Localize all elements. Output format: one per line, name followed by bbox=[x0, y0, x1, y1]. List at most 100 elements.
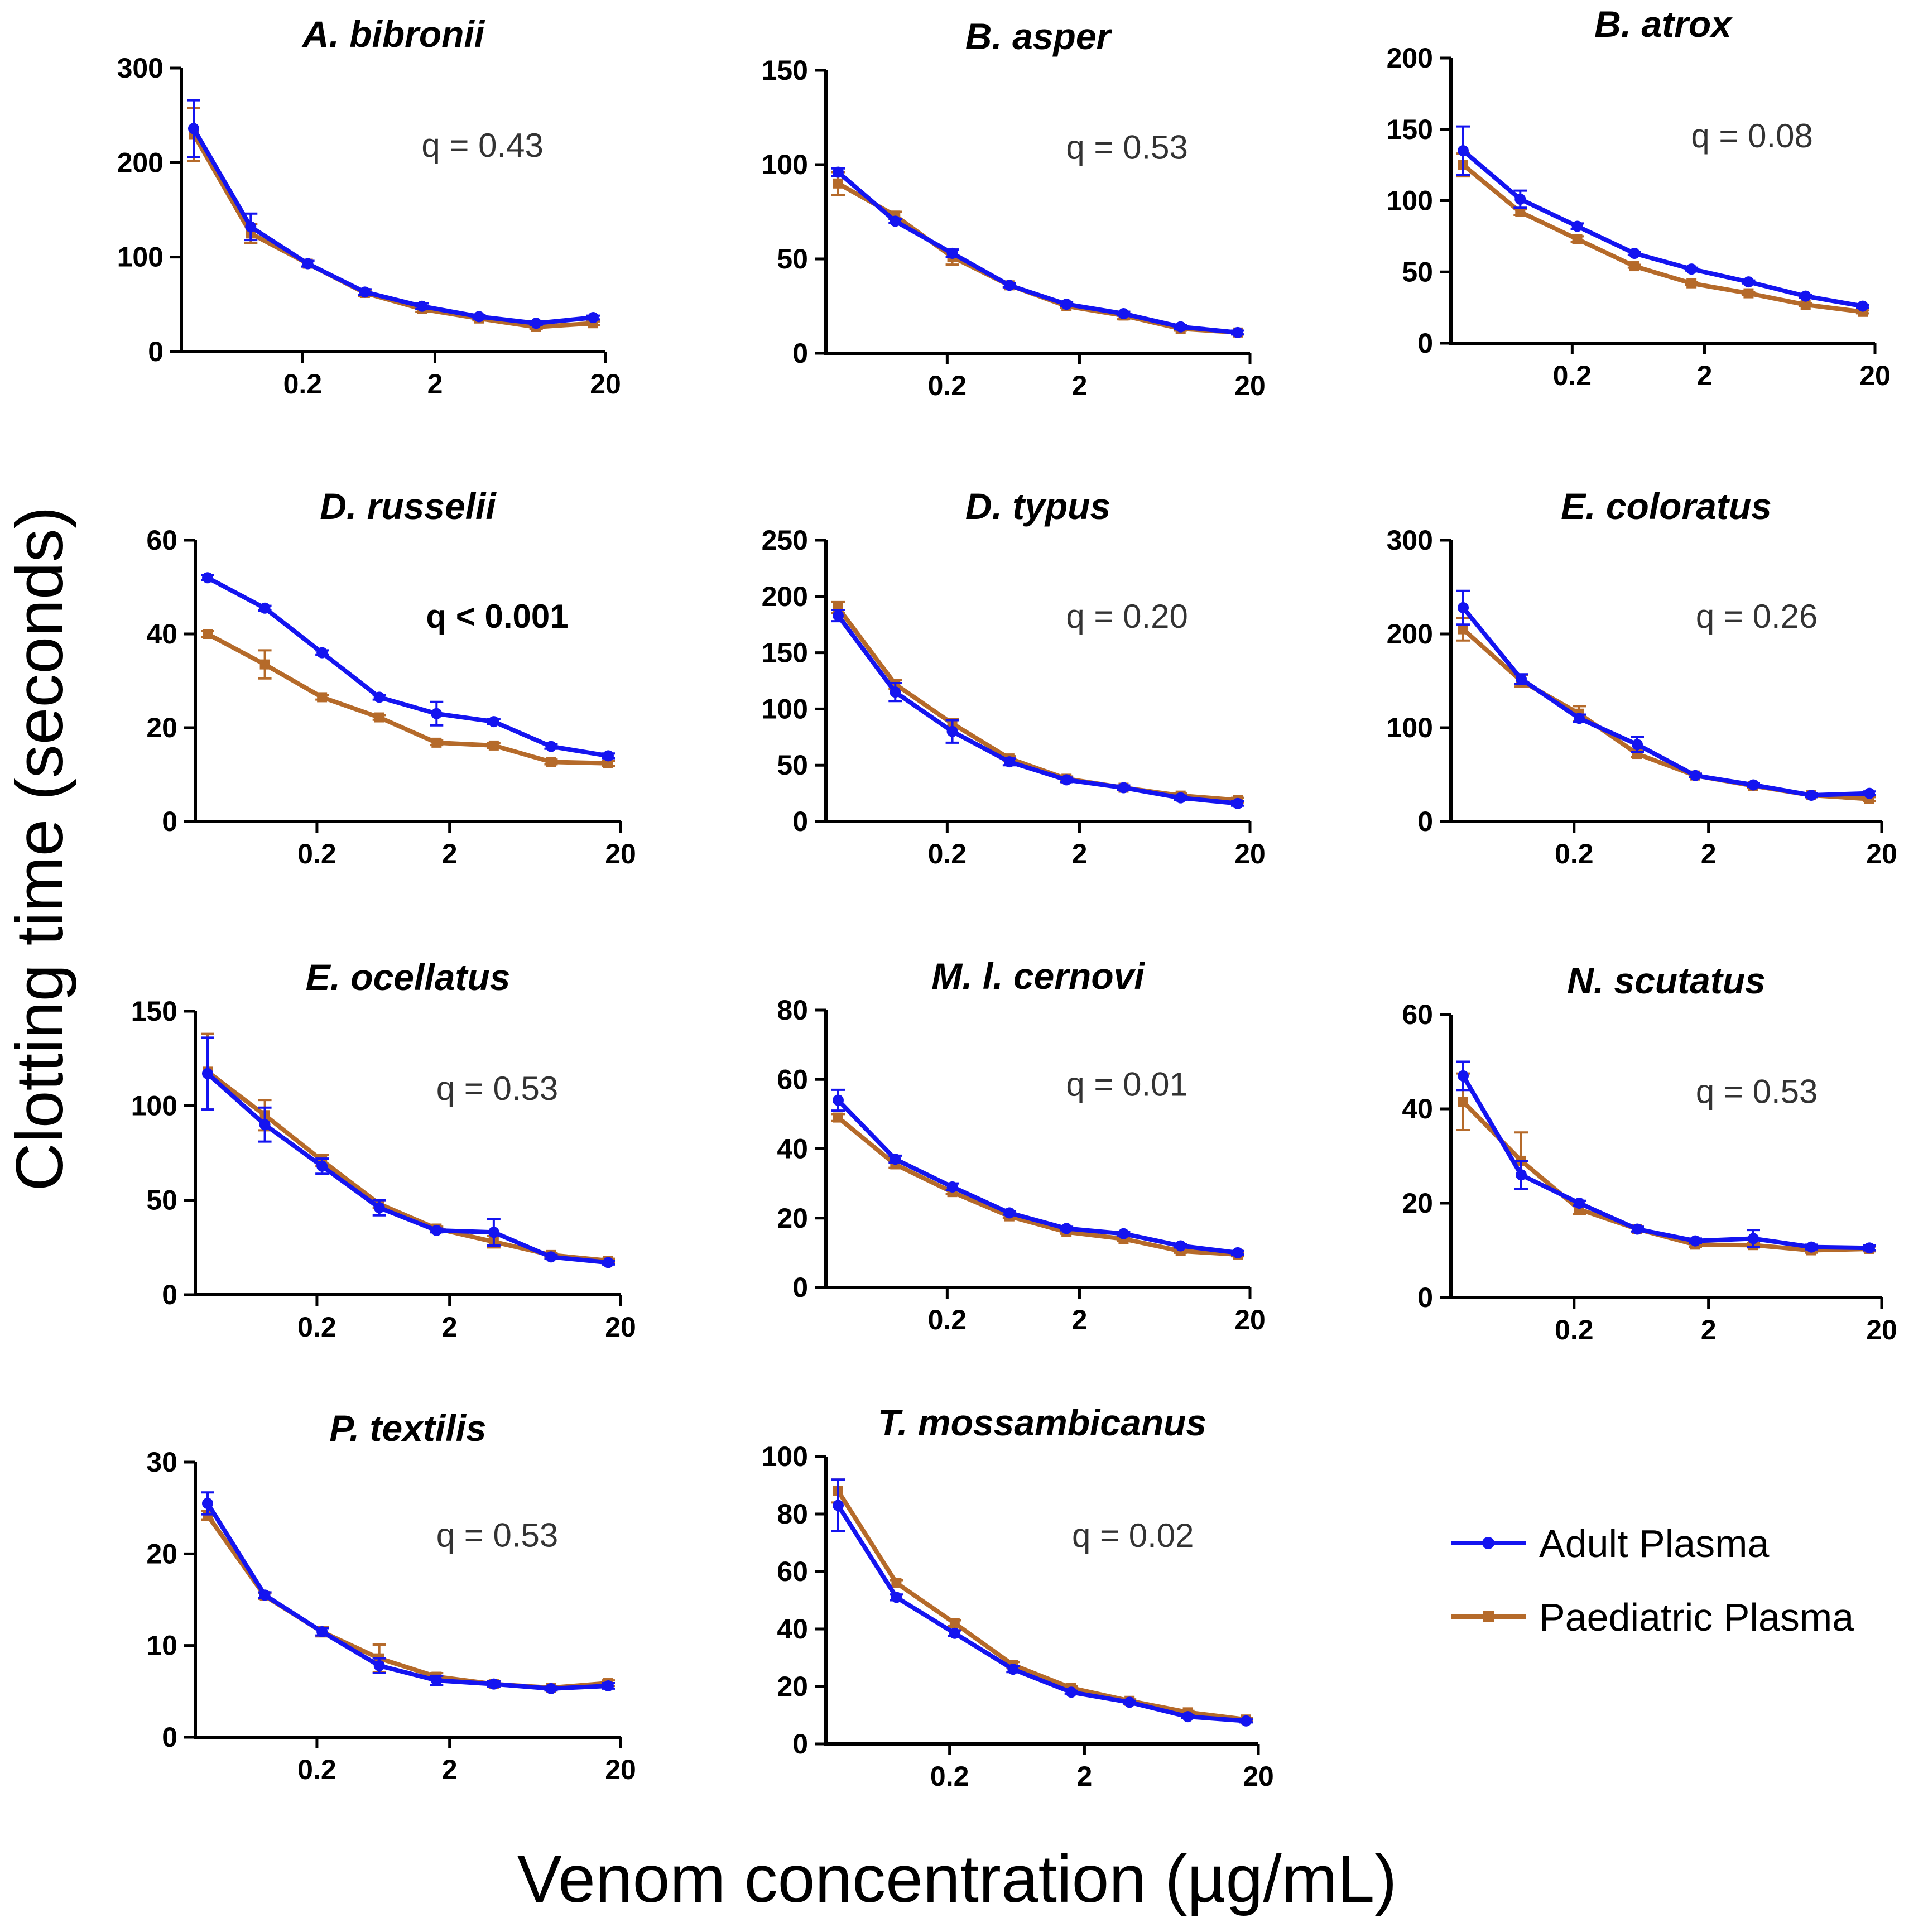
y-tick-label: 40 bbox=[146, 618, 177, 650]
data-point bbox=[317, 692, 328, 703]
panel-10: 0 20 40 60 80 100 0.2 2 20 T. mossambicanus q = 0.… bbox=[762, 1402, 1274, 1792]
data-point bbox=[890, 686, 901, 698]
data-point bbox=[833, 166, 844, 178]
data-point bbox=[202, 572, 213, 584]
data-point bbox=[1516, 1169, 1527, 1181]
y-tick-label: 60 bbox=[146, 525, 177, 556]
panel-1: 0 50 100 150 0.2 2 20 B. asper q = 0.53 bbox=[762, 16, 1266, 401]
panel-title: P. textilis bbox=[329, 1407, 486, 1449]
x-tick-label: 0.2 bbox=[297, 1754, 336, 1785]
data-point bbox=[545, 741, 557, 752]
y-tick-label: 100 bbox=[131, 1090, 177, 1121]
data-point bbox=[1632, 739, 1643, 751]
data-point bbox=[545, 1251, 557, 1263]
data-point bbox=[431, 708, 443, 719]
x-tick-label: 2 bbox=[1072, 1304, 1088, 1335]
panel-title: M. l. cernovi bbox=[931, 955, 1145, 997]
data-point bbox=[1686, 263, 1698, 275]
y-tick-label: 60 bbox=[1402, 999, 1433, 1030]
data-point bbox=[1690, 1235, 1701, 1247]
x-tick-label: 0.2 bbox=[1555, 1314, 1594, 1345]
x-tick-label: 2 bbox=[1072, 838, 1088, 869]
data-point bbox=[373, 1202, 385, 1214]
data-point bbox=[373, 1660, 385, 1671]
y-tick-label: 0 bbox=[1417, 328, 1433, 359]
data-point bbox=[488, 740, 499, 751]
y-tick-label: 60 bbox=[777, 1064, 808, 1095]
y-tick-label: 0 bbox=[792, 338, 808, 369]
data-point bbox=[488, 1227, 499, 1238]
data-point bbox=[1806, 789, 1817, 801]
data-point bbox=[431, 1224, 443, 1236]
series-adult bbox=[201, 1036, 615, 1268]
q-value: q = 0.53 bbox=[1066, 128, 1188, 166]
data-point bbox=[431, 737, 442, 748]
x-tick-label: 0.2 bbox=[930, 1761, 969, 1792]
x-tick-label: 0.2 bbox=[1553, 360, 1592, 391]
data-point bbox=[1572, 234, 1583, 244]
data-point bbox=[603, 758, 613, 768]
data-point bbox=[259, 1589, 271, 1601]
data-point bbox=[1857, 300, 1868, 312]
data-point bbox=[1458, 1097, 1468, 1107]
data-point bbox=[1800, 290, 1811, 302]
series-adult bbox=[831, 1088, 1244, 1258]
y-tick-label: 150 bbox=[131, 996, 177, 1027]
data-point bbox=[1458, 602, 1469, 613]
panel-title: D. typus bbox=[965, 486, 1110, 527]
data-point bbox=[374, 712, 384, 723]
data-point bbox=[302, 258, 314, 270]
series-adult bbox=[187, 99, 600, 329]
q-value: q = 0.01 bbox=[1066, 1066, 1188, 1103]
x-tick-label: 2 bbox=[1072, 370, 1088, 401]
data-point bbox=[431, 1675, 443, 1686]
x-tick-label: 2 bbox=[1701, 838, 1717, 869]
q-value: q = 0.26 bbox=[1696, 598, 1818, 635]
data-point bbox=[891, 1592, 902, 1603]
series-line bbox=[1461, 149, 1863, 309]
y-tick-label: 300 bbox=[1387, 525, 1433, 556]
panel-7: 0 20 40 60 80 0.2 2 20 M. l. cernovi q = 0.01 bbox=[777, 955, 1265, 1335]
y-tick-label: 100 bbox=[762, 693, 808, 724]
data-point bbox=[603, 1680, 614, 1691]
series-adult bbox=[201, 572, 615, 762]
y-tick-label: 50 bbox=[146, 1185, 177, 1216]
data-point bbox=[1118, 308, 1129, 320]
q-value: q = 0.20 bbox=[1066, 598, 1188, 635]
y-tick-label: 0 bbox=[1417, 1282, 1433, 1313]
data-point bbox=[1182, 1711, 1194, 1723]
x-tick-label: 20 bbox=[1859, 360, 1891, 391]
x-tick-label: 20 bbox=[1234, 838, 1266, 869]
y-tick-label: 100 bbox=[1387, 185, 1433, 217]
y-tick-label: 20 bbox=[146, 712, 177, 743]
legend-label: Paediatric Plasma bbox=[1539, 1595, 1854, 1639]
x-tick-label: 20 bbox=[605, 838, 636, 869]
y-tick-label: 200 bbox=[117, 147, 164, 178]
series-line bbox=[206, 1071, 609, 1265]
data-point bbox=[202, 1497, 213, 1509]
y-tick-label: 20 bbox=[146, 1538, 177, 1569]
data-point bbox=[1458, 624, 1468, 635]
y-tick-label: 0 bbox=[792, 1272, 808, 1303]
legend-marker bbox=[1482, 1537, 1494, 1549]
x-tick-label: 20 bbox=[605, 1311, 636, 1343]
y-tick-label: 50 bbox=[777, 243, 808, 275]
panel-4: 0 50 100 150 200 250 0.2 2 20 D. typus q = 0.20 bbox=[762, 486, 1266, 869]
x-tick-label: 2 bbox=[442, 1311, 458, 1343]
data-point bbox=[416, 300, 428, 312]
y-tick-label: 80 bbox=[777, 994, 808, 1026]
data-point bbox=[1574, 1198, 1585, 1209]
data-point bbox=[473, 311, 485, 323]
y-tick-label: 50 bbox=[777, 749, 808, 781]
data-point bbox=[259, 1119, 271, 1131]
x-tick-label: 0.2 bbox=[928, 1304, 967, 1335]
data-point bbox=[1864, 787, 1875, 799]
data-point bbox=[1175, 792, 1186, 804]
x-tick-label: 20 bbox=[605, 1754, 636, 1785]
series-adult bbox=[831, 166, 1244, 338]
legend-marker bbox=[1483, 1611, 1494, 1622]
series-adult bbox=[1456, 1060, 1876, 1254]
panel-title: E. ocellatus bbox=[306, 957, 511, 998]
series-line bbox=[836, 1504, 1247, 1723]
